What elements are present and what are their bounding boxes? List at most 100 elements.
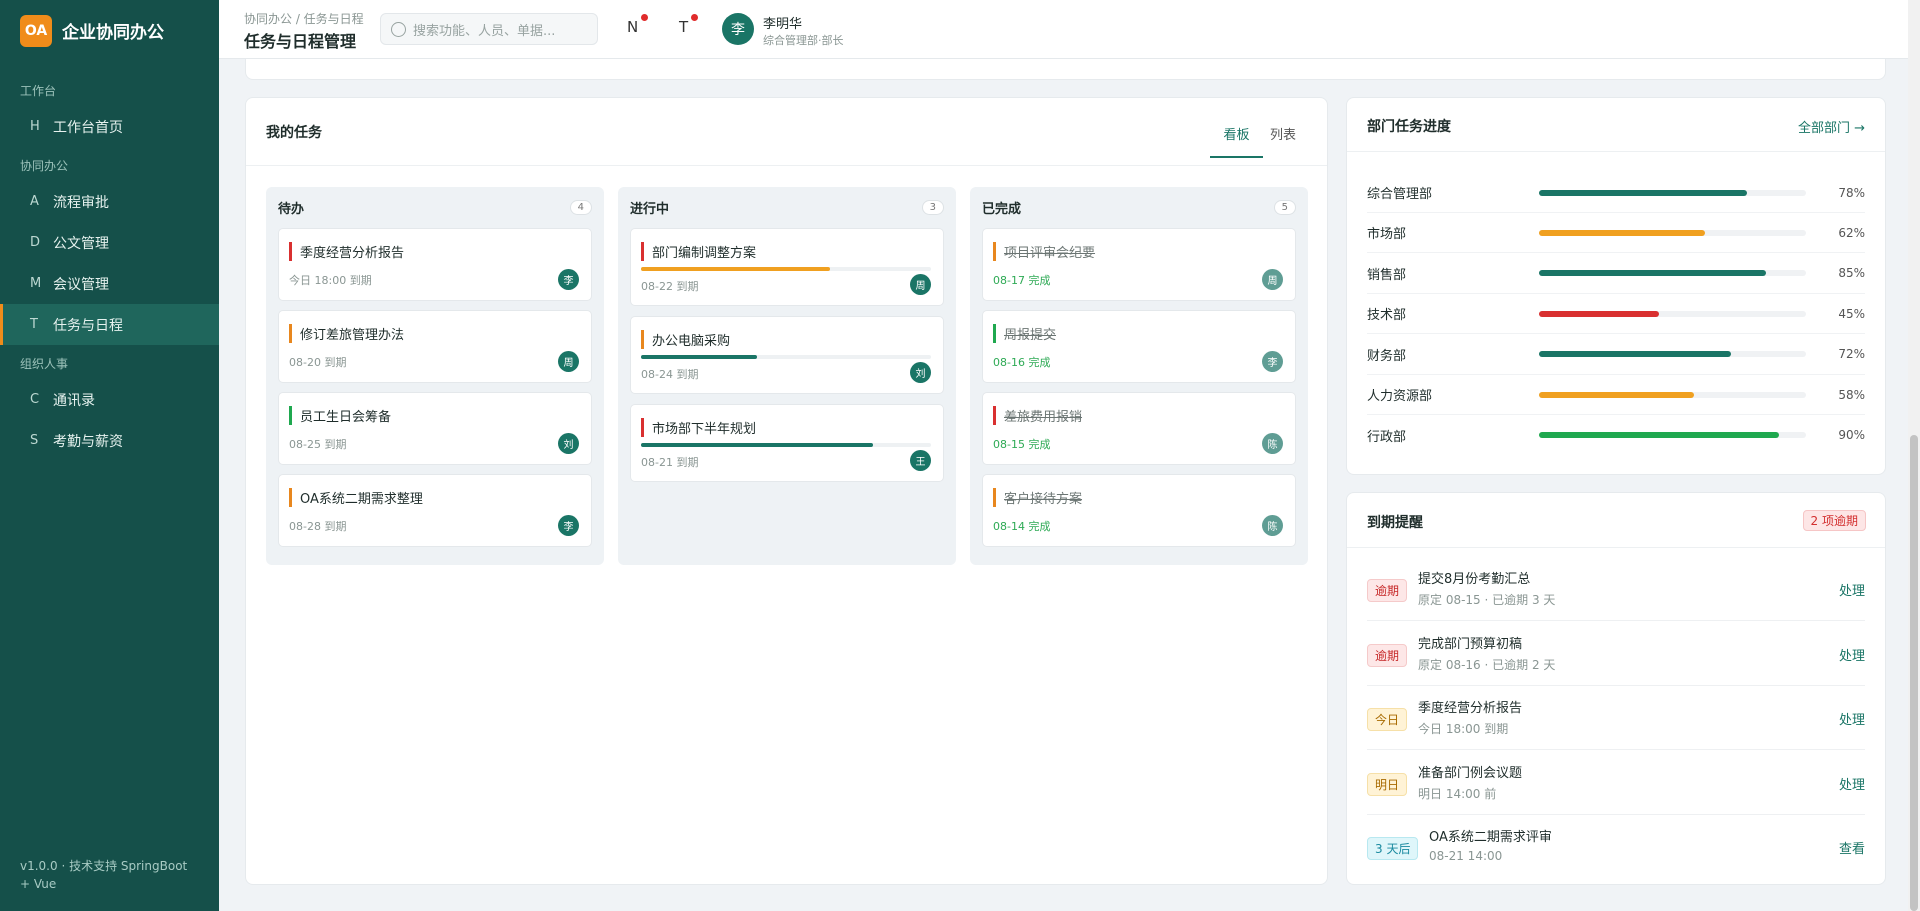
dept-row: 市场部 62% [1367, 213, 1865, 254]
dept-name: 人力资源部 [1367, 389, 1433, 404]
nav-label: 通讯录 [53, 392, 95, 409]
column-title: 待办 [278, 202, 305, 217]
nav-label: 考勤与薪资 [53, 433, 123, 450]
task-card[interactable]: 市场部下半年规划 08-21 到期 王 [630, 404, 944, 482]
dept-name: 行政部 [1367, 429, 1407, 445]
user-role: 综合管理部·部长 [763, 34, 844, 47]
task-card[interactable]: 部门编制调整方案 08-22 到期 周 [630, 228, 944, 306]
task-meta: 08-15 完成 [993, 438, 1051, 451]
nav-item[interactable]: D 公文管理 [0, 222, 219, 263]
breadcrumb[interactable]: 协同办公 / 任务与日程 [244, 12, 364, 26]
all-link[interactable]: 全部部门 → [1797, 121, 1865, 136]
progress-track [1539, 270, 1806, 277]
dept-row: 财务部 72% [1367, 335, 1865, 375]
task-card[interactable]: 修订差旅管理办法 08-20 到期 周 [278, 310, 592, 383]
search[interactable]: 搜索功能、人员、单据... [380, 13, 598, 45]
reminder-action[interactable]: 处理 [1838, 584, 1865, 599]
task-card[interactable]: 项目评审会纪要 08-17 完成 周 [982, 228, 1296, 301]
task-column: 进行中 3 部门编制调整方案 08-22 到期 周办公电脑采购 08-24 到期 刘市场部下… [618, 187, 956, 565]
task-card[interactable]: 员工生日会筹备 08-25 到期 刘 [278, 392, 592, 465]
nav-item[interactable]: H 工作台首页 [0, 106, 219, 147]
nav-item[interactable]: A 流程审批 [0, 181, 219, 222]
nav: 工作台 H 工作台首页 协同办公 A 流程审批 D 公文管理 M 会议管理 T 任务与日程 组织人事 C 通… [0, 72, 219, 461]
progress-bar [641, 355, 757, 359]
nav-icon: H [30, 119, 40, 134]
assignee-avatar: 李 [1262, 351, 1283, 372]
assignee-avatar: 陈 [1262, 515, 1283, 536]
task-board: 我的任务 看板 列表 待办 4 季度经营分析报告 今日 18:00 到期李修订差旅管理… [245, 97, 1328, 885]
nav-label: 任务与日程 [53, 317, 123, 334]
task-title: 市场部下半年规划 [641, 418, 756, 437]
task-meta: 08-21 到期 [641, 456, 699, 469]
tab[interactable]: 列表 [1269, 128, 1296, 143]
card-title: 部门任务进度 [1367, 119, 1451, 135]
progress-bar [1539, 351, 1732, 358]
dept-percent: 78% [1838, 185, 1865, 200]
tab[interactable]: 看板 [1210, 124, 1263, 158]
nav-item[interactable]: T 任务与日程 [0, 304, 219, 345]
assignee-avatar: 周 [558, 351, 579, 372]
reminder-tag: 逾期 [1367, 643, 1408, 667]
task-card[interactable]: 客户接待方案 08-14 完成 陈 [982, 474, 1296, 547]
reminder-action[interactable]: 查看 [1838, 842, 1865, 857]
nav-icon: T [30, 317, 38, 332]
task-meta: 08-25 到期 [289, 438, 347, 451]
assignee-avatar: 王 [910, 450, 931, 471]
dept-name: 技术部 [1367, 308, 1407, 324]
progress-track [641, 267, 931, 271]
task-column: 已完成 5 项目评审会纪要 08-17 完成 周周报提交 08-16 完成 李差旅费用报销 0… [970, 187, 1308, 565]
task-card[interactable]: 差旅费用报销 08-15 完成 陈 [982, 392, 1296, 465]
todo-icon[interactable]: T [679, 14, 699, 36]
progress-bar [1539, 310, 1660, 317]
task-card[interactable]: OA系统二期需求整理 08-28 到期 李 [278, 474, 592, 547]
assignee-avatar: 刘 [558, 433, 579, 454]
column-header: 待办 4 [278, 187, 592, 228]
task-meta: 08-16 完成 [993, 356, 1051, 369]
reminder-row: 明日 准备部门例会议题 明日 14:00 前 处理 [1367, 751, 1865, 815]
task-meta: 08-22 到期 [641, 280, 699, 293]
task-card[interactable]: 周报提交 08-16 完成 李 [982, 310, 1296, 383]
task-title: OA系统二期需求整理 [289, 488, 423, 507]
dept-name: 综合管理部 [1367, 187, 1433, 202]
task-title: 修订差旅管理办法 [289, 324, 404, 343]
user-avatar[interactable]: 李 [722, 13, 754, 45]
task-title: 周报提交 [993, 324, 1056, 343]
nav-group-title: 协同办公 [20, 159, 69, 173]
progress-track [1539, 391, 1806, 398]
reminder-title: 准备部门例会议题 [1418, 765, 1523, 781]
reminder-action[interactable]: 处理 [1838, 713, 1865, 728]
brand: 企业协同办公 [62, 23, 164, 43]
logo: OA [20, 15, 52, 47]
task-card[interactable]: 办公电脑采购 08-24 到期 刘 [630, 316, 944, 394]
nav-icon: S [30, 433, 39, 448]
assignee-avatar: 周 [910, 274, 931, 295]
task-title: 差旅费用报销 [993, 406, 1082, 425]
progress-bar [1539, 229, 1705, 236]
card-header: 部门任务进度 全部部门 → [1347, 98, 1885, 152]
notice-icon[interactable]: N [627, 14, 649, 36]
nav-item[interactable]: M 会议管理 [0, 263, 219, 304]
nav-label: 公文管理 [53, 235, 109, 252]
dept-progress: 部门任务进度 全部部门 → 综合管理部 78% 市场部 62% 销售部 85% 技术部 45%… [1346, 97, 1886, 475]
reminder-title: 季度经营分析报告 [1418, 701, 1523, 716]
nav-group-title: 组织人事 [20, 357, 69, 371]
scroll-thumb [1910, 435, 1918, 911]
nav-item[interactable]: S 考勤与薪资 [0, 420, 219, 461]
overdue-badge: 2 项逾期 [1802, 510, 1866, 531]
reminder-action[interactable]: 处理 [1838, 777, 1865, 793]
nav-label: 流程审批 [53, 194, 109, 211]
reminder-action[interactable]: 处理 [1838, 648, 1865, 664]
dept-row: 技术部 45% [1367, 294, 1865, 335]
nav-icon: M [30, 276, 42, 291]
dept-name: 市场部 [1367, 227, 1407, 243]
reminder-tag: 逾期 [1367, 579, 1408, 602]
task-title: 季度经营分析报告 [289, 242, 404, 261]
dept-percent: 58% [1838, 387, 1865, 402]
task-meta: 08-20 到期 [289, 356, 347, 369]
nav-item[interactable]: C 通讯录 [0, 379, 219, 420]
task-meta: 08-24 到期 [641, 368, 699, 381]
dept-name: 财务部 [1367, 348, 1407, 364]
task-card[interactable]: 季度经营分析报告 今日 18:00 到期 李 [278, 228, 592, 301]
column-title: 已完成 [982, 202, 1022, 217]
